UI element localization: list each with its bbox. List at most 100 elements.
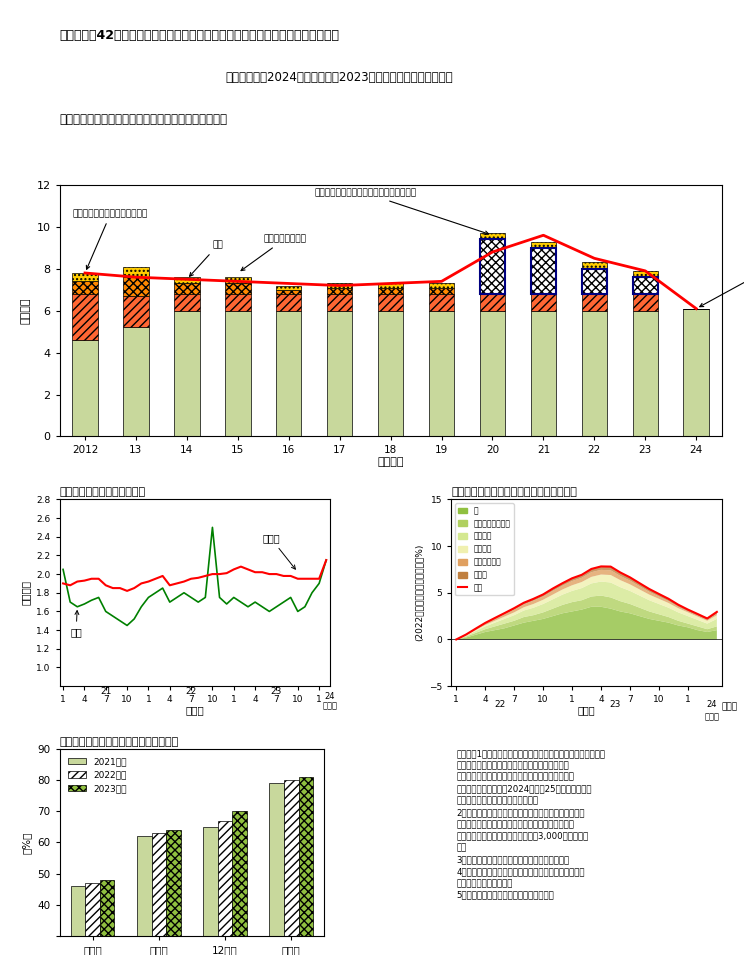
Bar — [174, 294, 199, 310]
Bar — [530, 248, 557, 294]
Bar — [632, 271, 658, 277]
Text: 23: 23 — [271, 687, 282, 695]
Bar — [72, 273, 97, 282]
Bar — [632, 277, 658, 294]
Bar — [632, 277, 658, 294]
Bar — [100, 880, 115, 955]
Bar — [327, 284, 353, 287]
総計 — [664, 593, 673, 605]
Bar — [378, 310, 403, 436]
総計 — [529, 593, 538, 605]
Bar — [72, 294, 97, 340]
Bar — [378, 284, 403, 287]
Bar — [429, 284, 455, 287]
Bar — [582, 294, 607, 310]
X-axis label: （年度）: （年度） — [377, 456, 404, 467]
Text: （年）: （年） — [705, 711, 719, 721]
Bar — [298, 777, 313, 955]
Bar — [429, 294, 455, 310]
総計 — [519, 597, 528, 608]
Text: 22: 22 — [185, 687, 196, 695]
Text: 24: 24 — [707, 700, 717, 709]
X-axis label: （月）: （月） — [578, 706, 595, 715]
Text: 24: 24 — [324, 692, 335, 701]
総計 — [703, 613, 712, 625]
Bar — [137, 837, 152, 955]
Bar — [174, 310, 199, 436]
Bar — [225, 294, 251, 310]
Text: （２）公共工事受注、出来高: （２）公共工事受注、出来高 — [60, 487, 146, 498]
Text: 決算: 決算 — [190, 241, 223, 276]
Bar — [632, 310, 658, 436]
Bar — [429, 310, 455, 436]
Bar — [174, 284, 199, 294]
Text: 21: 21 — [100, 687, 112, 695]
Bar — [124, 296, 149, 328]
Bar — [480, 240, 505, 294]
Legend: 国, 独法・政府企業等, 都道府県, 市区町村, 地方公営企業, その他, 総計: 国, 独法・政府企業等, 都道府県, 市区町村, 地方公営企業, その他, 総計 — [455, 503, 513, 595]
Bar — [124, 328, 149, 436]
Bar — [530, 294, 557, 310]
総計 — [645, 584, 654, 595]
Text: 公共投資は、2024年４月以降、2023年度補正予算の効果が発現: 公共投資は、2024年４月以降、2023年度補正予算の効果が発現 — [225, 71, 452, 84]
Bar — [218, 820, 232, 955]
総計 — [616, 566, 625, 578]
Text: 一般会計補正予算（５か年加速化対策分）: 一般会計補正予算（５か年加速化対策分） — [314, 188, 489, 235]
総計 — [510, 603, 519, 614]
Bar — [582, 268, 607, 294]
Bar — [327, 294, 353, 310]
Bar — [276, 310, 301, 436]
Bar — [276, 289, 301, 294]
Text: （４）公共事業費の契約率（都道府県）: （４）公共事業費の契約率（都道府県） — [60, 737, 179, 747]
総計 — [713, 606, 722, 618]
Bar — [166, 830, 181, 955]
Bar — [284, 780, 298, 955]
Bar — [480, 310, 505, 436]
Text: 第１－１－42図　公共投資の動向国の公共事業関係費の予算額及び決算額の推移: 第１－１－42図 公共投資の動向国の公共事業関係費の予算額及び決算額の推移 — [60, 29, 339, 42]
Bar — [684, 308, 709, 436]
Bar — [582, 268, 607, 294]
総計 — [558, 578, 567, 589]
Bar — [276, 286, 301, 289]
Legend: 2021年度, 2022年度, 2023年度: 2021年度, 2022年度, 2023年度 — [64, 753, 130, 796]
Bar — [124, 266, 149, 277]
総計 — [539, 588, 548, 600]
Bar — [225, 310, 251, 436]
Y-axis label: （兆円）: （兆円） — [21, 297, 31, 324]
Y-axis label: （兆円）: （兆円） — [21, 581, 31, 605]
Bar — [429, 287, 455, 294]
Text: 22: 22 — [494, 700, 505, 709]
Bar — [86, 883, 100, 955]
Text: （年）: （年） — [322, 702, 337, 711]
Bar — [582, 310, 607, 436]
Bar — [203, 827, 218, 955]
Bar — [327, 287, 353, 294]
Bar — [225, 277, 251, 284]
Text: （３）公共工事出来高（発注者別寄与度）: （３）公共工事出来高（発注者別寄与度） — [452, 487, 577, 498]
総計 — [500, 607, 509, 619]
Text: 東日本大震災復興特別会計予算: 東日本大震災復興特別会計予算 — [73, 209, 148, 269]
Bar — [124, 277, 149, 296]
総計 — [548, 583, 557, 594]
総計 — [684, 604, 693, 615]
Text: 一般会計
当初予算: 一般会計 当初予算 — [700, 251, 744, 307]
Bar — [71, 886, 86, 955]
Bar — [632, 277, 658, 294]
Bar — [582, 263, 607, 268]
Bar — [225, 284, 251, 294]
総計 — [606, 561, 615, 572]
Bar — [480, 240, 505, 294]
総計 — [471, 623, 480, 634]
総計 — [481, 617, 490, 628]
Bar — [378, 294, 403, 310]
総計 — [461, 629, 470, 641]
Bar — [174, 277, 199, 284]
Line: 総計: 総計 — [456, 566, 717, 640]
Bar — [327, 310, 353, 436]
Text: 一般会計補正予算: 一般会計補正予算 — [241, 235, 307, 270]
総計 — [587, 563, 596, 575]
Text: （備考）1．財務省予算・決算関係資料、国土交通省「建設工事
受注動態統計調査」、「建設総合統計」、総務省
「公共事業等施行状況調査」により作成。「建設総
合統計: （備考）1．財務省予算・決算関係資料、国土交通省「建設工事 受注動態統計調査」、… — [457, 749, 606, 900]
Text: （月）: （月） — [722, 703, 738, 711]
Bar — [152, 833, 166, 955]
Bar — [72, 282, 97, 294]
